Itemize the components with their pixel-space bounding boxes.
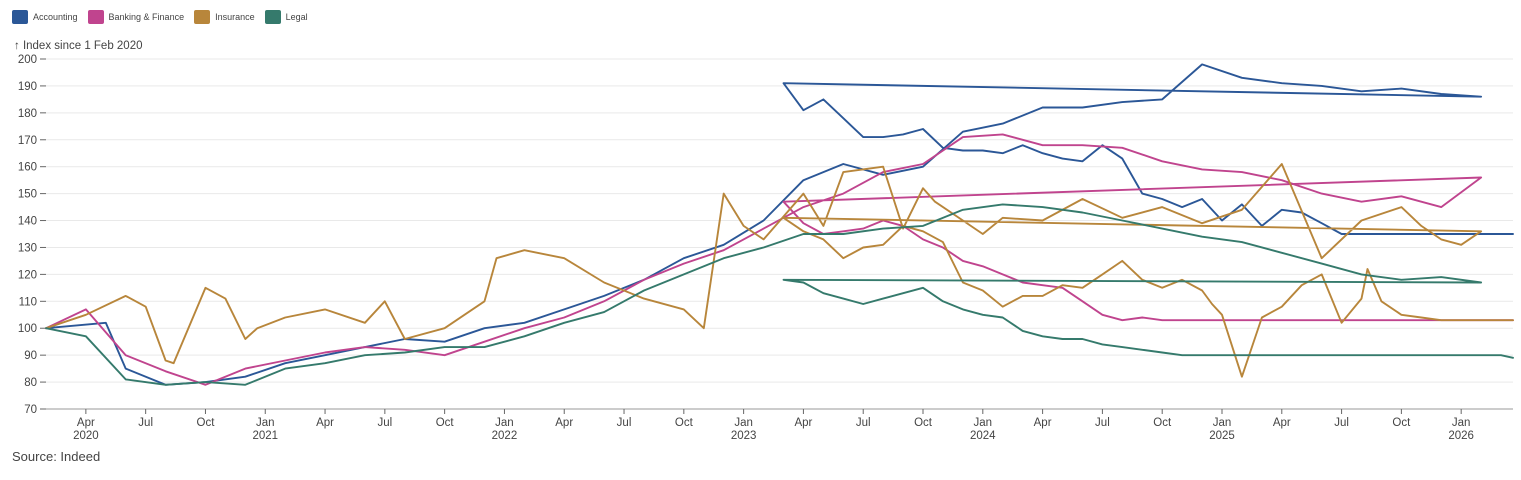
x-tick-label-4: Apr — [316, 417, 334, 429]
x-tick-label-10: Oct — [675, 417, 694, 429]
legend-item-legal[interactable]: Legal — [264, 10, 308, 24]
series-line-accounting[interactable] — [45, 63, 1514, 386]
legend-item-insurance[interactable]: Insurance — [194, 10, 255, 24]
y-tick-label-100: 100 — [18, 323, 37, 335]
x-tick-year-2022: 2022 — [492, 430, 518, 442]
x-tick-label-5: Jul — [377, 417, 392, 429]
source-note: Source: Indeed — [12, 449, 101, 464]
x-tick-label-9: Jul — [617, 417, 632, 429]
y-tick-label-180: 180 — [18, 108, 37, 120]
legend-swatch-banking-finance — [87, 10, 104, 24]
legend-swatch-accounting — [12, 10, 28, 24]
series-lines — [45, 63, 1514, 386]
y-tick-label-140: 140 — [18, 216, 37, 228]
x-tick-year-2024: 2024 — [970, 430, 996, 442]
legend-label-legal: Legal — [285, 12, 308, 22]
series-line-legal[interactable] — [45, 203, 1514, 386]
legend-swatch-legal — [264, 10, 281, 24]
x-tick-label-8: Apr — [555, 417, 573, 429]
legend-item-accounting[interactable]: Accounting — [12, 10, 78, 24]
x-tick-label-16: Apr — [1034, 417, 1052, 429]
y-tick-label-190: 190 — [18, 81, 37, 93]
gridlines — [46, 58, 1513, 410]
series-line-insurance[interactable] — [45, 163, 1514, 378]
series-line-banking-finance[interactable] — [45, 133, 1514, 386]
x-tick-label-19: Jan — [1213, 417, 1232, 429]
x-tick-label-2: Oct — [197, 417, 216, 429]
x-tick-year-2021: 2021 — [252, 430, 278, 442]
x-tick-label-3: Jan — [256, 417, 275, 429]
y-tick-label-150: 150 — [18, 189, 37, 201]
x-tick-label-13: Jul — [856, 417, 871, 429]
y-axis-title: ↑ Index since 1 Feb 2020 — [14, 40, 143, 52]
x-tick-label-17: Jul — [1095, 417, 1110, 429]
y-tick-label-80: 80 — [24, 377, 37, 389]
x-tick-year-2020: 2020 — [73, 430, 99, 442]
x-tick-year-2025: 2025 — [1209, 430, 1235, 442]
legend-item-banking-finance[interactable]: Banking & Finance — [87, 10, 185, 24]
x-tick-label-12: Apr — [794, 417, 812, 429]
legend-label-banking-finance: Banking & Finance — [108, 12, 185, 22]
x-tick-label-6: Oct — [436, 417, 455, 429]
x-tick-label-1: Jul — [138, 417, 153, 429]
x-tick-year-2026: 2026 — [1448, 430, 1474, 442]
x-tick-label-14: Oct — [914, 417, 933, 429]
legend-label-insurance: Insurance — [215, 12, 255, 22]
x-tick-label-15: Jan — [974, 417, 993, 429]
x-tick-label-11: Jan — [734, 417, 753, 429]
y-tick-label-160: 160 — [18, 162, 37, 174]
chart-legend: Accounting Banking & Finance Insurance L… — [12, 10, 308, 24]
legend-swatch-insurance — [194, 10, 211, 24]
x-tick-year-2023: 2023 — [731, 430, 757, 442]
y-tick-label-110: 110 — [19, 296, 37, 308]
y-tick-label-90: 90 — [24, 350, 37, 362]
y-tick-label-130: 130 — [18, 242, 37, 254]
x-tick-label-7: Jan — [495, 417, 514, 429]
y-axis: 70 80 90 100 110 120 130 140 150 160 170 180 190 200 — [18, 54, 46, 416]
legend-label-accounting: Accounting — [33, 12, 78, 22]
x-tick-label-23: Jan — [1452, 417, 1471, 429]
y-tick-label-70: 70 — [24, 404, 37, 416]
y-tick-label-200: 200 — [18, 54, 37, 66]
x-tick-label-18: Oct — [1153, 417, 1172, 429]
x-tick-label-20: Apr — [1273, 417, 1291, 429]
y-tick-label-120: 120 — [18, 269, 37, 281]
x-tick-label-22: Oct — [1392, 417, 1411, 429]
x-tick-label-0: Apr — [77, 417, 95, 429]
x-tick-label-21: Jul — [1334, 417, 1349, 429]
y-tick-label-170: 170 — [18, 135, 37, 147]
